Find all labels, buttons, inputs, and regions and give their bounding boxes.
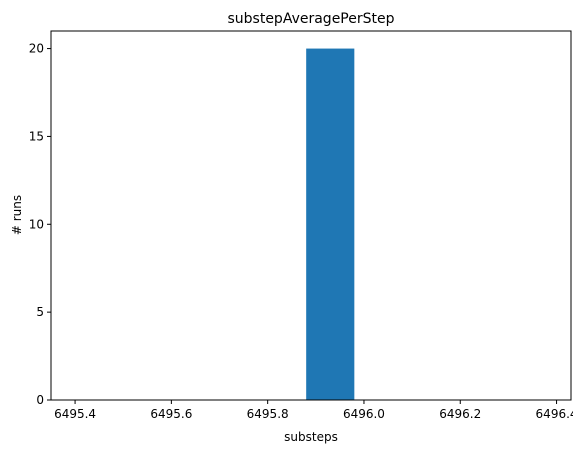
plot-frame: [50, 30, 572, 401]
y-tick-label: 5: [36, 305, 44, 319]
x-tick-label: 6495.6: [150, 407, 192, 421]
x-axis-label: substeps: [284, 430, 338, 444]
x-tick-label: 6495.4: [54, 407, 96, 421]
chart-title: substepAveragePerStep: [227, 11, 394, 27]
y-tick-label: 15: [29, 129, 44, 143]
y-axis-ticks: 0 5 10 15 20: [29, 42, 51, 407]
x-axis-ticks: 6495.4 6495.6 6495.8 6496.0 6496.2 6496.4: [54, 400, 573, 421]
x-tick-label: 6496.0: [343, 407, 385, 421]
x-tick-label: 6495.8: [247, 407, 289, 421]
x-tick-label: 6496.2: [439, 407, 481, 421]
x-tick-label: 6496.4: [536, 407, 573, 421]
y-tick-label: 20: [29, 42, 44, 56]
y-tick-label: 0: [36, 393, 44, 407]
histogram-bar: [306, 48, 355, 400]
y-tick-label: 10: [29, 217, 44, 231]
y-axis-label: # runs: [10, 195, 24, 235]
bars-layer: [306, 48, 355, 400]
